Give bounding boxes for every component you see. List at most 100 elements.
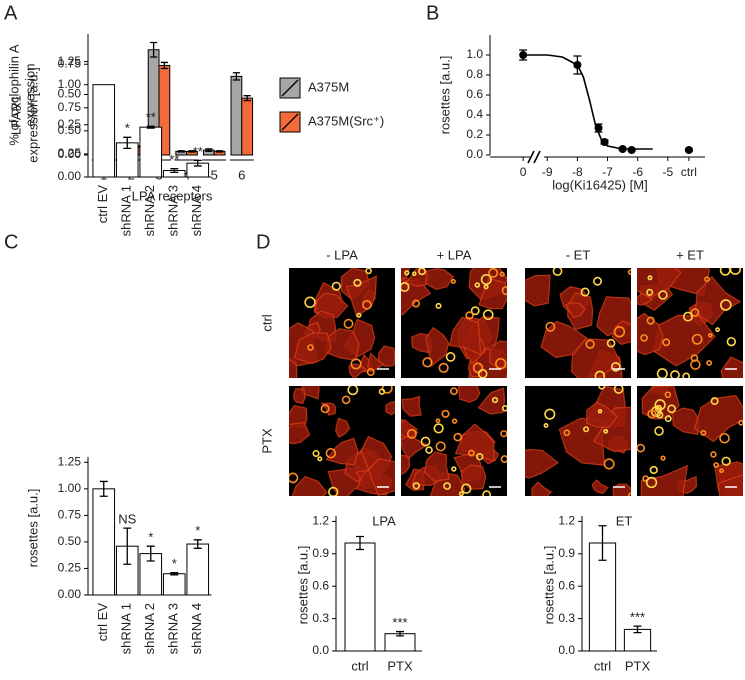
cell-shape (586, 401, 619, 428)
rosette (637, 443, 646, 453)
rosette (682, 372, 691, 378)
rosette (719, 432, 730, 444)
x-tick-label: PTX (387, 658, 413, 673)
rosette (500, 430, 507, 438)
error-bar (170, 572, 179, 576)
y-axis-label: LPAR1 (8, 95, 23, 135)
cell-shape (367, 352, 385, 373)
y-tick-label: 0.00 (58, 169, 82, 183)
x-tick-label: ctrl (351, 658, 368, 673)
rosette (647, 409, 657, 419)
data-point (627, 146, 636, 154)
cell-shape (591, 479, 609, 494)
cell-shape (570, 338, 622, 378)
rosette (307, 344, 314, 351)
rosette (706, 359, 713, 366)
rosette (411, 271, 417, 277)
y-tick-label: 0.0 (558, 643, 575, 657)
rosette (656, 368, 668, 378)
significance-label: ** (193, 144, 203, 159)
y-tick-label: 0.0 (466, 147, 483, 161)
rosette (353, 278, 362, 287)
rosette (488, 268, 499, 278)
y-axis-label: rosettes [a.u.] (437, 56, 452, 135)
rosette (613, 326, 626, 338)
cell-shape (314, 292, 349, 319)
chart-title: ET (616, 513, 633, 528)
rosette (356, 312, 362, 318)
y-axis-label: expression [a.u.] (25, 67, 40, 162)
x-tick-label: -9 (542, 165, 553, 179)
y-tick-label: 0.50 (58, 87, 82, 101)
rosette (500, 455, 507, 463)
rosette (406, 428, 417, 439)
rosette (435, 418, 441, 424)
x-tick-label: shRNA 4 (189, 603, 204, 654)
rosette (412, 299, 420, 308)
rosette (476, 453, 484, 461)
rosette (690, 308, 700, 317)
rosette (594, 370, 606, 378)
rosette (729, 268, 741, 275)
error-bar (150, 41, 158, 58)
rosette (719, 468, 724, 474)
micrograph (525, 268, 631, 378)
panel-letter: D (256, 231, 270, 253)
error-bar (99, 480, 108, 497)
rosette (606, 338, 616, 348)
micrograph (401, 268, 507, 378)
rosette (682, 311, 693, 322)
rosette (458, 491, 464, 496)
micrograph (289, 268, 395, 378)
rosette (483, 284, 489, 290)
data-point (684, 146, 693, 154)
y-axis-label: rosettes [a.u.] (541, 546, 556, 625)
cell-shape (693, 395, 743, 443)
y-tick-label: 0.25 (58, 146, 82, 160)
rosette (646, 288, 654, 296)
x-tick-label: shRNA 2 (142, 185, 157, 236)
chart-title: LPA (372, 513, 396, 528)
x-tick-label: shRNA 3 (166, 603, 181, 654)
rosette (378, 388, 386, 395)
x-tick-label: ctrl (681, 165, 697, 179)
cell-shape (717, 474, 743, 496)
rosette (418, 268, 426, 276)
x-tick-label: ctrl EV (95, 185, 110, 224)
rosette (366, 368, 375, 377)
rosette (412, 482, 421, 490)
cell-shape (640, 464, 689, 496)
rosette (710, 397, 719, 406)
cell-shape (325, 437, 359, 466)
rosette (715, 327, 720, 333)
rosette (664, 415, 672, 423)
cell-shape (424, 268, 455, 291)
significance-label: * (172, 556, 177, 571)
x-tick-label: shRNA 1 (119, 603, 134, 654)
y-tick-label: 0.3 (558, 611, 575, 625)
y-tick-label: 0.2 (466, 127, 483, 141)
rosette (552, 268, 563, 276)
y-axis-label: % of cyclophilin A (6, 44, 21, 145)
rosette (545, 321, 556, 332)
cell-shape (401, 433, 429, 460)
error-bar (146, 545, 155, 562)
rosette (585, 339, 595, 349)
rosette (654, 426, 664, 436)
rosette (325, 447, 337, 459)
rosette (690, 359, 701, 370)
y-tick-label: 0.00 (58, 147, 82, 161)
rosette (544, 408, 556, 420)
cell-shape (489, 340, 507, 370)
y-tick-label: 0.6 (312, 578, 329, 592)
micrograph (525, 386, 631, 496)
y-tick-label: 0.9 (558, 546, 575, 560)
x-tick-label: shRNA 2 (142, 603, 157, 654)
rosette (660, 455, 666, 461)
rosette (704, 276, 710, 283)
legend-swatch-diagonal (281, 113, 299, 131)
rosette (445, 352, 456, 362)
bar (92, 84, 116, 178)
y-tick-label: 0.75 (58, 508, 82, 522)
y-axis-label: rosettes [a.u.] (295, 546, 310, 625)
